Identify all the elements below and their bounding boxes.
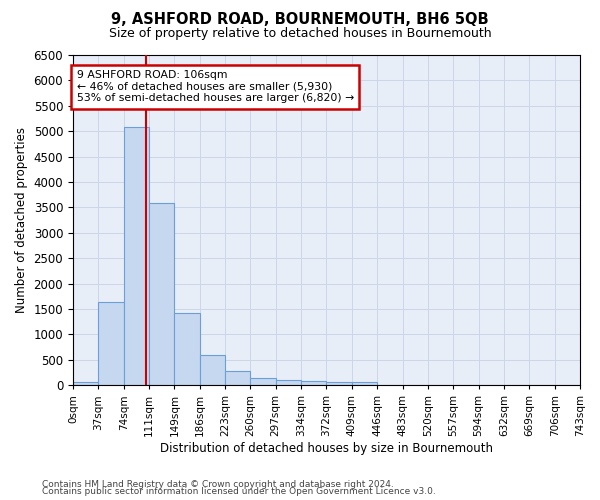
Text: Contains public sector information licensed under the Open Government Licence v3: Contains public sector information licen… <box>42 487 436 496</box>
Text: 9, ASHFORD ROAD, BOURNEMOUTH, BH6 5QB: 9, ASHFORD ROAD, BOURNEMOUTH, BH6 5QB <box>111 12 489 28</box>
Bar <box>149 204 175 386</box>
Text: Contains HM Land Registry data © Crown copyright and database right 2024.: Contains HM Land Registry data © Crown c… <box>42 480 394 489</box>
Text: Size of property relative to detached houses in Bournemouth: Size of property relative to detached ho… <box>109 28 491 40</box>
Bar <box>352 382 377 386</box>
Bar <box>276 380 301 386</box>
Bar <box>124 127 149 386</box>
Bar <box>98 302 124 386</box>
Bar <box>301 382 326 386</box>
Bar <box>73 382 98 386</box>
Bar <box>326 382 352 386</box>
Text: 9 ASHFORD ROAD: 106sqm
← 46% of detached houses are smaller (5,930)
53% of semi-: 9 ASHFORD ROAD: 106sqm ← 46% of detached… <box>77 70 354 103</box>
Y-axis label: Number of detached properties: Number of detached properties <box>15 127 28 313</box>
Bar <box>225 370 250 386</box>
Bar <box>250 378 276 386</box>
Bar <box>175 313 200 386</box>
X-axis label: Distribution of detached houses by size in Bournemouth: Distribution of detached houses by size … <box>160 442 493 455</box>
Bar <box>200 356 225 386</box>
